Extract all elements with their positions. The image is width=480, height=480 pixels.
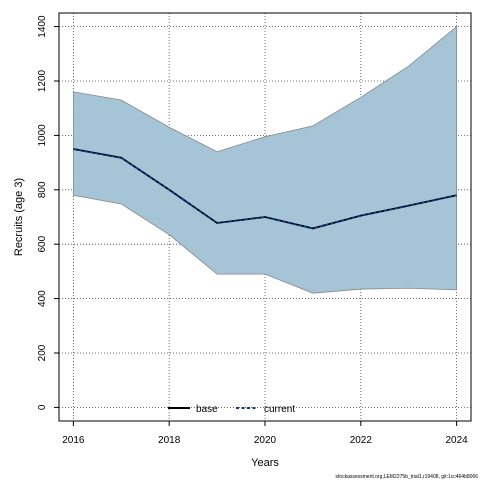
- footnote: stockassessment.org,LEM2275b_trial1,r194…: [335, 474, 478, 480]
- y-tick-label-1200: 1200: [37, 69, 48, 92]
- y-tick-label-0: 0: [37, 404, 48, 410]
- y-tick-label-600: 600: [37, 235, 48, 252]
- y-tick-label-800: 800: [37, 181, 48, 198]
- y-axis-title: Recruits (age 3): [13, 178, 25, 256]
- legend: base current: [168, 404, 295, 415]
- y-axis: 0 200 400 600 800 1000 1200 1400: [37, 15, 59, 410]
- x-tick-label-2016: 2016: [62, 435, 85, 446]
- x-axis: 2016 2018 2020 2022 2024: [62, 420, 469, 446]
- legend-label-current: current: [264, 404, 295, 415]
- legend-label-base: base: [196, 404, 218, 415]
- y-tick-label-1000: 1000: [37, 124, 48, 147]
- series-line-current: [73, 148, 457, 230]
- x-tick-label-2024: 2024: [446, 435, 469, 446]
- x-tick-label-2020: 2020: [254, 435, 277, 446]
- x-tick-label-2018: 2018: [158, 435, 181, 446]
- confidence-band-layer: [72, 25, 458, 294]
- x-axis-title: Years: [251, 457, 279, 469]
- y-tick-label-400: 400: [37, 290, 48, 307]
- confidence-band: [72, 25, 458, 294]
- series-layer: [73, 148, 457, 230]
- y-tick-label-1400: 1400: [37, 15, 48, 38]
- y-tick-label-200: 200: [37, 344, 48, 361]
- x-tick-label-2022: 2022: [350, 435, 373, 446]
